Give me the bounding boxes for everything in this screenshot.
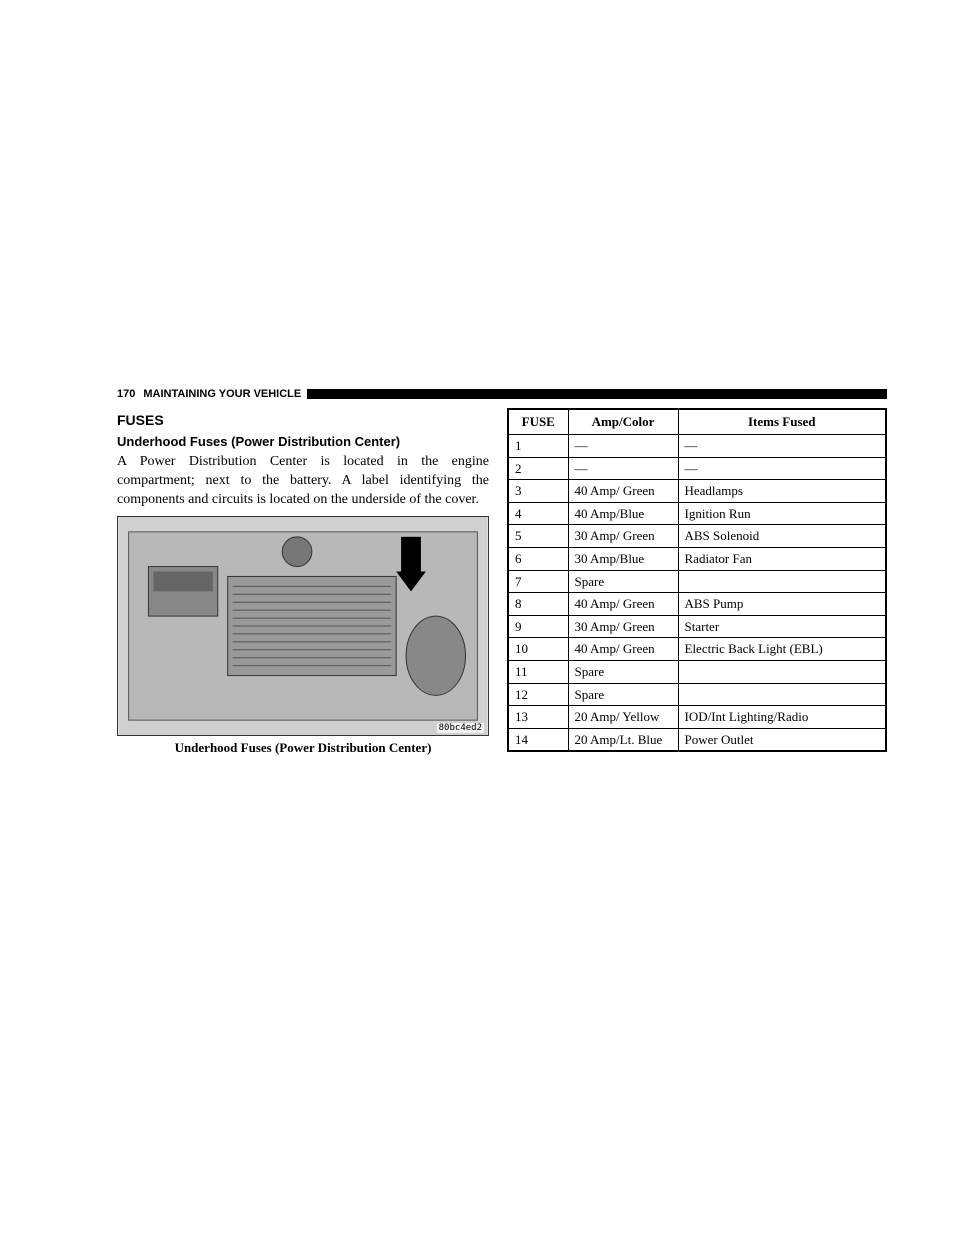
table-cell xyxy=(678,660,886,683)
table-cell: — xyxy=(678,435,886,458)
table-cell: Power Outlet xyxy=(678,728,886,751)
image-caption: Underhood Fuses (Power Distribution Cent… xyxy=(117,740,489,756)
table-cell: 4 xyxy=(508,502,568,525)
table-cell: 40 Amp/ Green xyxy=(568,480,678,503)
table-row: 440 Amp/BlueIgnition Run xyxy=(508,502,886,525)
page-number: 170 xyxy=(117,388,135,400)
table-cell: 40 Amp/ Green xyxy=(568,638,678,661)
table-cell: 30 Amp/ Green xyxy=(568,615,678,638)
table-cell: 8 xyxy=(508,593,568,616)
right-column: FUSE Amp/Color Items Fused 1——2——340 Amp… xyxy=(507,408,887,756)
table-cell: 9 xyxy=(508,615,568,638)
table-cell: Ignition Run xyxy=(678,502,886,525)
table-row: 630 Amp/BlueRadiator Fan xyxy=(508,547,886,570)
table-row: 12Spare xyxy=(508,683,886,706)
table-row: 340 Amp/ GreenHeadlamps xyxy=(508,480,886,503)
table-cell: 30 Amp/Blue xyxy=(568,547,678,570)
table-cell: ABS Pump xyxy=(678,593,886,616)
table-cell: 11 xyxy=(508,660,568,683)
table-cell: Electric Back Light (EBL) xyxy=(678,638,886,661)
table-cell: 13 xyxy=(508,706,568,729)
table-row: 930 Amp/ GreenStarter xyxy=(508,615,886,638)
table-header-amp: Amp/Color xyxy=(568,409,678,435)
table-cell: IOD/Int Lighting/Radio xyxy=(678,706,886,729)
page-header: 170 MAINTAINING YOUR VEHICLE xyxy=(117,388,887,400)
table-row: 11Spare xyxy=(508,660,886,683)
table-cell: Starter xyxy=(678,615,886,638)
sub-heading: Underhood Fuses (Power Distribution Cent… xyxy=(117,434,489,449)
table-cell: 7 xyxy=(508,570,568,593)
table-cell: 3 xyxy=(508,480,568,503)
engine-illustration xyxy=(118,517,488,735)
image-code: 80bc4ed2 xyxy=(437,723,484,733)
table-header-items: Items Fused xyxy=(678,409,886,435)
table-cell: 40 Amp/Blue xyxy=(568,502,678,525)
table-cell: Spare xyxy=(568,683,678,706)
table-cell: 1 xyxy=(508,435,568,458)
table-cell: Spare xyxy=(568,570,678,593)
table-row: 1—— xyxy=(508,435,886,458)
table-cell: — xyxy=(678,457,886,480)
table-cell: Radiator Fan xyxy=(678,547,886,570)
table-cell: 40 Amp/ Green xyxy=(568,593,678,616)
table-cell: 5 xyxy=(508,525,568,548)
left-column: FUSES Underhood Fuses (Power Distributio… xyxy=(117,408,489,756)
table-cell: 10 xyxy=(508,638,568,661)
fuse-table: FUSE Amp/Color Items Fused 1——2——340 Amp… xyxy=(507,408,887,752)
section-title: MAINTAINING YOUR VEHICLE xyxy=(143,388,301,400)
engine-diagram-image: 80bc4ed2 xyxy=(117,516,489,736)
table-row: 840 Amp/ GreenABS Pump xyxy=(508,593,886,616)
table-cell: — xyxy=(568,435,678,458)
table-header-fuse: FUSE xyxy=(508,409,568,435)
table-cell xyxy=(678,683,886,706)
header-bar xyxy=(307,389,887,399)
table-cell xyxy=(678,570,886,593)
table-cell: 14 xyxy=(508,728,568,751)
table-cell: 20 Amp/Lt. Blue xyxy=(568,728,678,751)
body-text: A Power Distribution Center is located i… xyxy=(117,453,489,510)
table-row: 1420 Amp/Lt. BluePower Outlet xyxy=(508,728,886,751)
table-row: 530 Amp/ GreenABS Solenoid xyxy=(508,525,886,548)
table-cell: ABS Solenoid xyxy=(678,525,886,548)
table-cell: 12 xyxy=(508,683,568,706)
table-cell: Spare xyxy=(568,660,678,683)
table-row: 1320 Amp/ YellowIOD/Int Lighting/Radio xyxy=(508,706,886,729)
table-row: 7Spare xyxy=(508,570,886,593)
table-header-row: FUSE Amp/Color Items Fused xyxy=(508,409,886,435)
table-cell: Headlamps xyxy=(678,480,886,503)
table-cell: 20 Amp/ Yellow xyxy=(568,706,678,729)
main-heading: FUSES xyxy=(117,412,489,428)
table-cell: 30 Amp/ Green xyxy=(568,525,678,548)
table-cell: 6 xyxy=(508,547,568,570)
table-row: 2—— xyxy=(508,457,886,480)
table-row: 1040 Amp/ GreenElectric Back Light (EBL) xyxy=(508,638,886,661)
table-cell: — xyxy=(568,457,678,480)
table-cell: 2 xyxy=(508,457,568,480)
